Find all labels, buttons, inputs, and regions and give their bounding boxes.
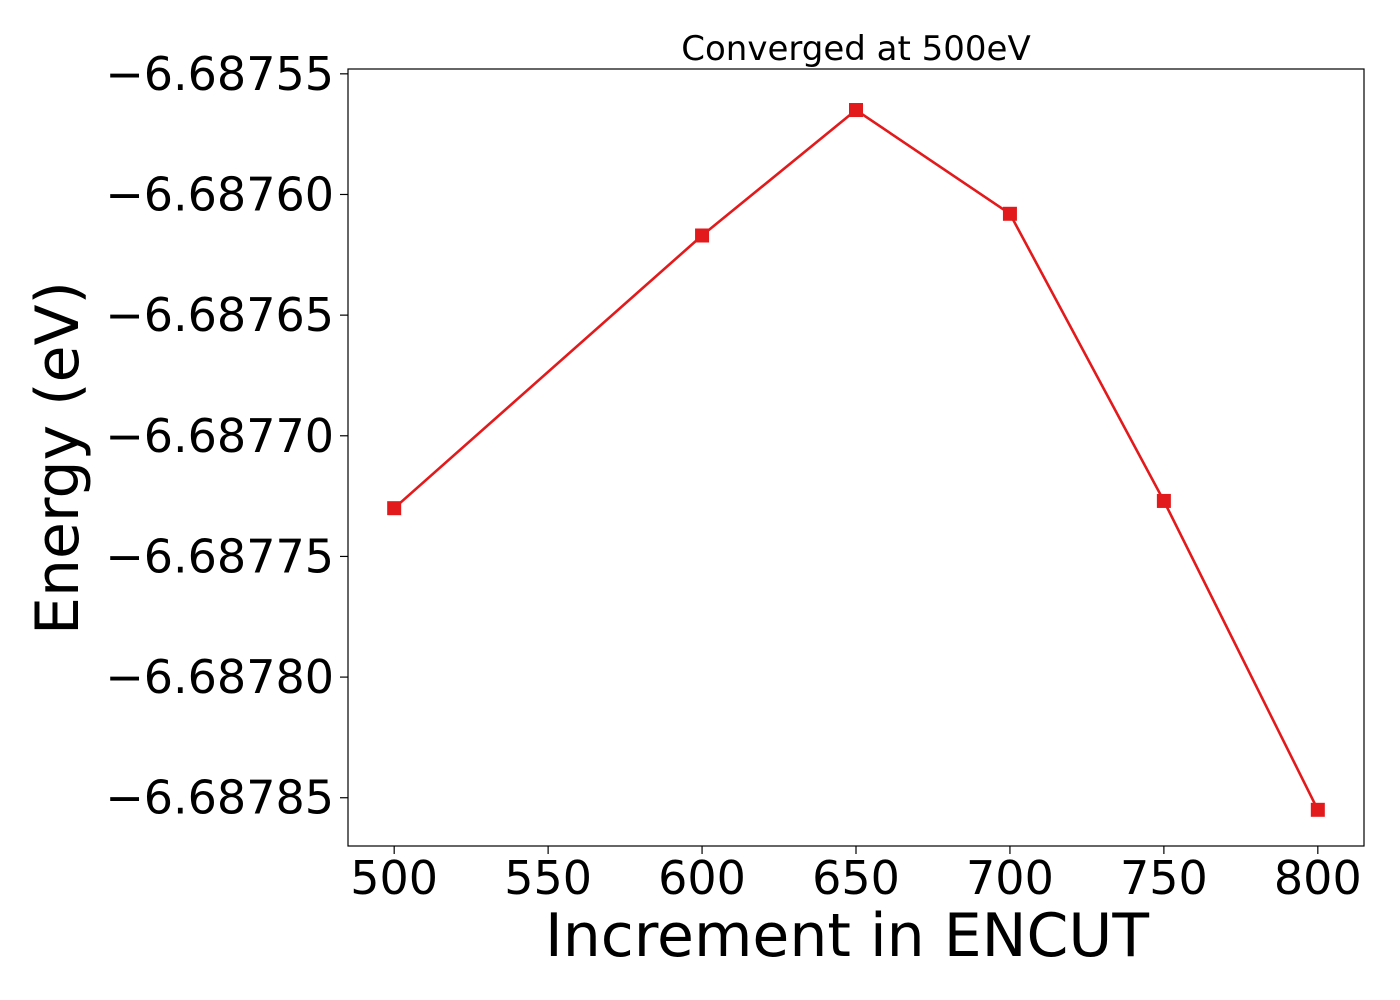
data-point-marker [695, 228, 710, 243]
x-tick-label: 650 [812, 851, 900, 905]
x-tick-label: 800 [1274, 851, 1362, 905]
y-axis-ticks: −6.68755 −6.68760 −6.68765 −6.68770 −6.68775… [105, 47, 348, 825]
x-tick-label: 700 [966, 851, 1054, 905]
y-tick-label: −6.68770 [105, 409, 334, 463]
series-group [387, 103, 1325, 817]
y-tick-label: −6.68785 [105, 771, 334, 825]
y-tick-label: −6.68755 [105, 47, 334, 101]
y-tick-label: −6.68780 [105, 650, 334, 704]
y-tick-label: −6.68775 [105, 529, 334, 583]
data-point-marker [387, 501, 402, 516]
data-point-marker [1310, 802, 1325, 817]
y-tick-label: −6.68765 [105, 288, 334, 342]
chart-title: Converged at 500eV [681, 29, 1030, 69]
x-tick-label: 600 [658, 851, 746, 905]
x-axis-label: Increment in ENCUT [545, 901, 1149, 971]
data-point-marker [1156, 493, 1171, 508]
data-point-marker [849, 103, 863, 118]
x-tick-label: 500 [350, 851, 438, 905]
series-line-0 [393, 108, 1319, 811]
y-tick-label: −6.68760 [105, 167, 334, 221]
y-axis-label: Energy (eV) [23, 281, 93, 635]
data-point-marker [1002, 206, 1017, 221]
x-tick-label: 750 [1120, 851, 1208, 905]
x-tick-label: 550 [504, 851, 592, 905]
x-axis-ticks: 500 550 600 650 700 750 800 [350, 846, 1362, 905]
